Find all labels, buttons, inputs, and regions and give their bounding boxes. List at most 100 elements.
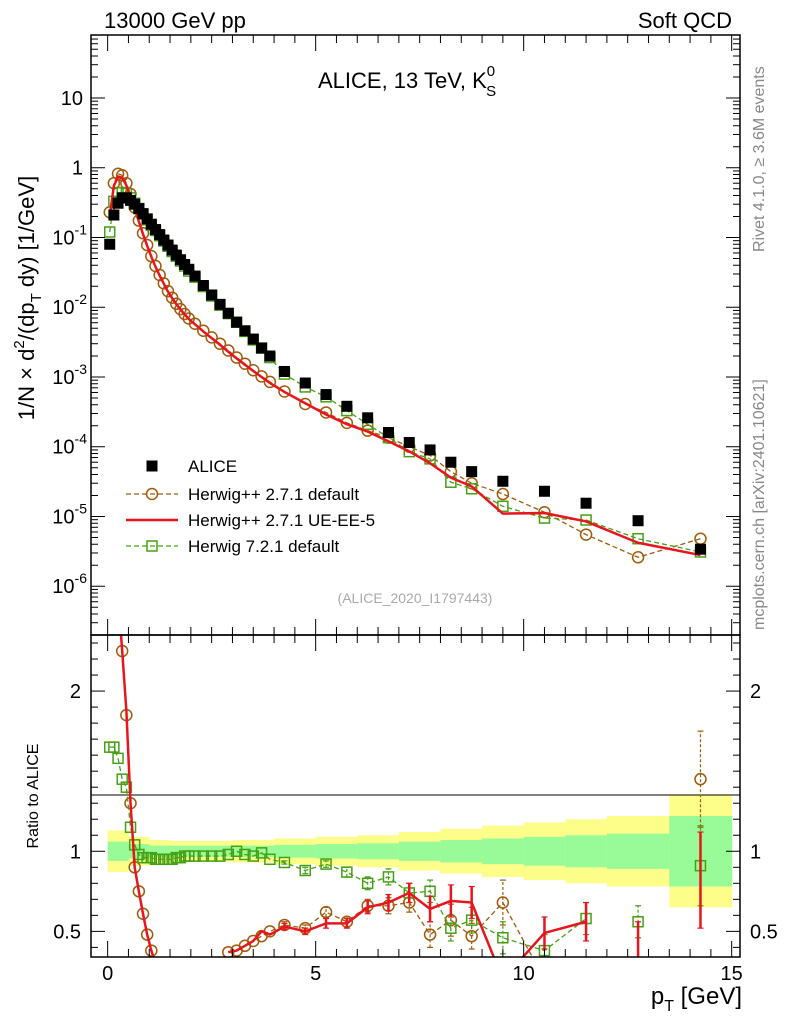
main-series-2: [108, 174, 701, 557]
ratio-y-axis-label: Ratio to ALICE: [25, 744, 42, 849]
ratio-y-tick-label: 0.5: [53, 921, 81, 943]
ratio-data-point: [113, 581, 124, 592]
ratio-series-1: [119, 635, 704, 957]
main-data-point: [239, 325, 251, 337]
ratio-data-point: [299, 864, 312, 877]
ratio-y-tick-label-right: 2: [750, 681, 761, 703]
ratio-series-0: [104, 541, 707, 985]
ratio-data-point: [278, 918, 291, 932]
ratio-y-tick-label: 2: [70, 681, 81, 703]
legend-label: Herwig++ 2.7.1 UE-EE-5: [188, 511, 375, 530]
main-y-tick-label: 10-6: [52, 570, 87, 598]
ratio-band-green: [315, 844, 358, 859]
ratio-series-line: [228, 891, 587, 957]
main-data-point: [136, 227, 150, 240]
x-tick-label: 0: [102, 963, 113, 985]
main-data-point: [497, 475, 509, 487]
ratio-data-point: [539, 974, 550, 985]
main-data-point: [538, 485, 550, 497]
main-data-point: [631, 551, 645, 564]
main-data-point: [230, 351, 243, 364]
main-plot-title-sub: S: [486, 83, 496, 100]
main-data-point: [222, 307, 234, 319]
ratio-data-point: [158, 974, 169, 985]
main-data-point: [341, 400, 353, 412]
main-y-tick-label: 10-2: [52, 291, 87, 319]
ratio-data-point: [361, 877, 374, 890]
ratio-x-ticks: 0 5 10 15: [102, 635, 743, 985]
main-data-point: [264, 350, 276, 362]
ratio-data-point: [154, 964, 165, 975]
main-data-point: [465, 482, 478, 495]
x-tick-label: 5: [310, 963, 321, 985]
main-data-point: [403, 437, 415, 449]
main-x-ticks: [107, 35, 733, 635]
ratio-data-point: [320, 858, 332, 870]
ratio-data-point: [150, 958, 161, 969]
ratio-data-point: [255, 847, 268, 859]
main-data-point: [263, 375, 277, 389]
ratio-data-point: [222, 848, 235, 861]
main-data-point: [205, 331, 218, 344]
legend-label: Herwig 7.2.1 default: [188, 537, 339, 556]
main-data-point: [157, 277, 171, 290]
ratio-plot-frame: [90, 634, 741, 958]
ratio-data-point: [497, 932, 509, 944]
ratio-data-point: [423, 928, 437, 941]
main-data-point: [278, 385, 291, 398]
legend-label: ALICE: [188, 457, 237, 476]
ratio-y-tick-label: 1: [70, 841, 81, 863]
main-data-point: [189, 270, 201, 282]
ratio-y-ticks: 0.5 0.5 1 1 2 2: [53, 642, 778, 948]
x-tick-label: 10: [513, 963, 535, 985]
side-mcplots-label: mcplots.cern.ch [arXiv:2401.10621]: [751, 379, 768, 630]
main-data-point: [104, 238, 116, 250]
ratio-data-point: [581, 968, 592, 979]
main-y-tick-label: 10-3: [52, 361, 87, 389]
main-y-tick-label: 10-4: [52, 431, 87, 459]
side-rivet-label: Rivet 4.1.0, ≥ 3.6M events: [751, 66, 768, 252]
ratio-data-point: [214, 850, 226, 862]
ratio-band-green: [274, 844, 317, 858]
main-plot-marks: [103, 167, 707, 564]
ratio-data-point: [496, 896, 510, 909]
main-data-point: [247, 363, 260, 377]
main-data-point: [256, 342, 268, 354]
main-data-point: [222, 344, 235, 357]
main-data-point: [197, 279, 209, 291]
main-data-point: [278, 365, 290, 377]
ratio-data-point: [694, 772, 707, 786]
ratio-band-green: [107, 841, 129, 861]
main-data-point: [206, 289, 218, 301]
main-data-point: [238, 357, 252, 370]
main-y-tick-label: 10-1: [52, 221, 87, 249]
ratio-data-point: [108, 549, 119, 560]
main-data-point: [197, 324, 210, 338]
ratio-data-point: [278, 856, 291, 869]
main-y-tick-label: 1: [72, 158, 83, 180]
ratio-data-point: [247, 850, 259, 862]
main-data-point: [299, 397, 312, 411]
ratio-band-green: [606, 833, 670, 869]
main-plot-title-text: ALICE, 13 TeV, K: [318, 68, 487, 93]
ratio-data-point: [104, 541, 115, 552]
main-data-point: [580, 497, 592, 509]
main-data-point: [213, 337, 227, 350]
main-y-ticks: 10 1 10-1 10-2 10-3 10-4 10-5 10-6: [52, 34, 740, 636]
ratio-data-point: [239, 848, 251, 861]
x-axis-label: pT [GeV]: [651, 983, 742, 1015]
ratio-y-tick-label-right: 1: [750, 841, 761, 863]
main-data-point: [161, 284, 175, 298]
ratio-y-tick-label-right: 0.5: [750, 921, 778, 943]
ratio-series-line: [119, 635, 155, 957]
main-data-point: [108, 209, 120, 221]
main-series-0: [104, 192, 706, 555]
ratio-plot-panel: 0.5 0.5 1 1 2 2 0 5 10 15 Ratio to ALICE pT [GeV…: [25, 541, 778, 1015]
ratio-band-green: [149, 845, 171, 857]
main-plot-title: ALICE, 13 TeV, K0 S: [318, 63, 496, 100]
ratio-band-green: [440, 840, 483, 863]
main-y-tick-label: 10-5: [52, 500, 87, 528]
header-right: Soft QCD: [638, 8, 732, 33]
ratio-data-point: [264, 853, 276, 866]
ratio-data-point: [230, 845, 243, 858]
